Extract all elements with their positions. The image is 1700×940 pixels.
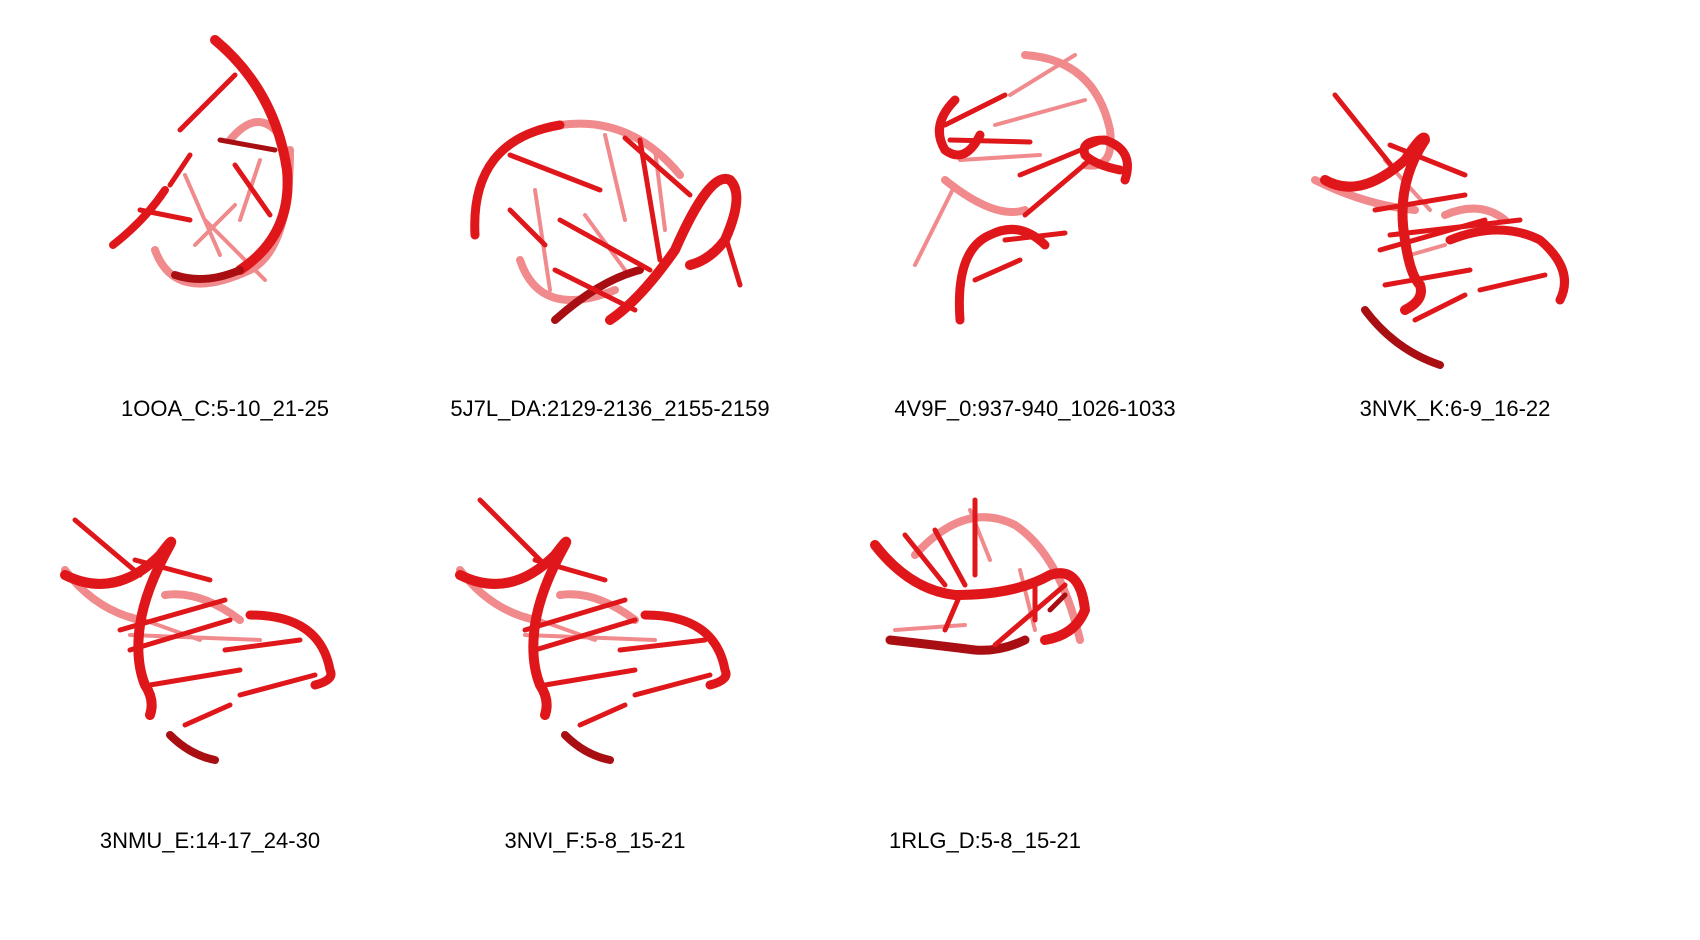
- rna-helix-structure-icon: [109, 35, 294, 288]
- rna-helix-structure-icon: [1311, 92, 1569, 369]
- structure-panel-3: 4V9F_0:937-940_1026-1033: [835, 20, 1235, 440]
- rna-helix-structure-icon: [470, 119, 743, 325]
- structure-label: 1OOA_C:5-10_21-25: [121, 396, 329, 421]
- structure-label: 4V9F_0:937-940_1026-1033: [894, 396, 1176, 421]
- rna-helix-structure-icon: [913, 51, 1132, 325]
- structure-panel-7: 1RLG_D:5-8_15-21: [795, 497, 1195, 920]
- rna-helix-structure-icon: [60, 517, 336, 764]
- structure-label: 1RLG_D:5-8_15-21: [888, 828, 1081, 853]
- rna-helix-structure-icon: [870, 497, 1090, 655]
- structure-panel-2: 5J7L_DA:2129-2136_2155-2159: [410, 20, 810, 440]
- structure-panel-4: 3NVK_K:6-9_16-22: [1255, 20, 1655, 440]
- structure-label: 3NVI_F:5-8_15-21: [504, 828, 686, 853]
- structure-panel-5: 3NMU_E:14-17_24-30: [0, 500, 400, 920]
- structure-label: 5J7L_DA:2129-2136_2155-2159: [450, 396, 770, 421]
- structure-label: 3NMU_E:14-17_24-30: [99, 828, 321, 853]
- structure-label: 3NVK_K:6-9_16-22: [1359, 396, 1551, 421]
- structure-panel-1: 1OOA_C:5-10_21-25: [25, 20, 425, 440]
- rna-helix-structure-icon: [455, 497, 731, 764]
- structure-panel-6: 3NVI_F:5-8_15-21: [395, 497, 795, 920]
